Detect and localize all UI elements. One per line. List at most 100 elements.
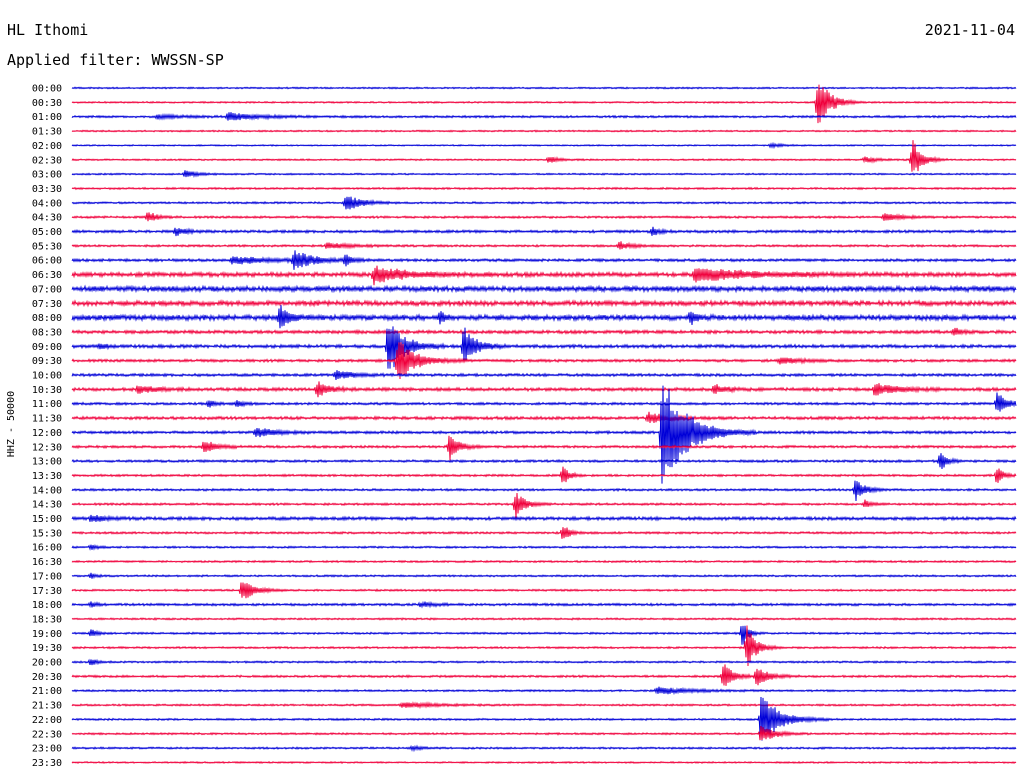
- time-tick-label: 08:00: [32, 313, 62, 324]
- trace-line: [71, 84, 1017, 124]
- trace-line: [71, 241, 1017, 250]
- trace-line: [71, 572, 1017, 580]
- time-tick-label: 09:00: [32, 342, 62, 353]
- trace-line: [71, 226, 1017, 237]
- trace-line: [71, 265, 1017, 286]
- time-tick-label: 21:30: [32, 701, 62, 712]
- time-tick-label: 13:30: [32, 471, 62, 482]
- trace-line: [71, 453, 1017, 470]
- trace-line: [71, 327, 1017, 336]
- time-tick-label: 19:00: [32, 629, 62, 640]
- time-tick-label: 12:00: [32, 428, 62, 439]
- time-tick-label: 06:30: [32, 270, 62, 281]
- trace-line: [71, 411, 1017, 424]
- trace-line: [71, 559, 1017, 564]
- time-tick-label: 07:30: [32, 299, 62, 310]
- time-tick-label: 17:30: [32, 586, 62, 597]
- trace-line: [71, 658, 1017, 666]
- trace-line: [71, 744, 1017, 753]
- time-tick-label: 16:30: [32, 557, 62, 568]
- time-tick-label: 18:00: [32, 600, 62, 611]
- trace-line: [71, 392, 1017, 412]
- date-label: 2021-11-04: [924, 21, 1015, 39]
- trace-line: [71, 141, 1017, 150]
- time-tick-label: 02:00: [32, 141, 62, 152]
- time-tick-label: 03:30: [32, 184, 62, 195]
- trace-line: [71, 385, 1017, 484]
- trace-line: [71, 342, 1017, 380]
- trace-line: [71, 196, 1017, 210]
- time-tick-label: 10:30: [32, 385, 62, 396]
- trace-line: [71, 466, 1017, 483]
- trace-group: [71, 84, 1017, 765]
- trace-line: [71, 686, 1017, 696]
- trace-line: [71, 480, 1017, 501]
- time-tick-label: 14:00: [32, 485, 62, 496]
- trace-line: [71, 298, 1017, 308]
- trace-line: [71, 527, 1017, 539]
- trace-line: [71, 305, 1017, 329]
- tick-label-group: 00:00 00:30 01:00 01:30 02:00 02:30 03:00 03:30…: [32, 84, 62, 769]
- time-tick-label: 05:00: [32, 227, 62, 238]
- time-tick-label: 00:30: [32, 98, 62, 109]
- time-tick-label: 03:00: [32, 170, 62, 181]
- trace-line: [71, 725, 1017, 741]
- time-tick-label: 04:00: [32, 198, 62, 209]
- time-tick-label: 07:00: [32, 284, 62, 295]
- time-tick-label: 15:30: [32, 528, 62, 539]
- time-tick-label: 02:30: [32, 155, 62, 166]
- time-tick-label: 16:00: [32, 543, 62, 554]
- trace-line: [71, 112, 1017, 121]
- time-tick-label: 15:00: [32, 514, 62, 525]
- trace-line: [71, 170, 1017, 178]
- trace-line: [71, 664, 1017, 686]
- trace-line: [71, 701, 1017, 710]
- time-tick-label: 23:00: [32, 744, 62, 755]
- trace-line: [71, 250, 1017, 270]
- time-tick-label: 11:30: [32, 414, 62, 425]
- time-tick-label: 11:00: [32, 399, 62, 410]
- time-tick-label: 14:30: [32, 500, 62, 511]
- time-tick-label: 10:00: [32, 371, 62, 382]
- time-tick-label: 00:00: [32, 84, 62, 95]
- time-tick-label: 09:30: [32, 356, 62, 367]
- time-tick-label: 20:00: [32, 658, 62, 669]
- trace-line: [71, 625, 1017, 667]
- trace-line: [71, 617, 1017, 621]
- trace-line: [71, 140, 1017, 172]
- time-tick-label: 19:30: [32, 643, 62, 654]
- time-tick-label: 21:00: [32, 686, 62, 697]
- time-tick-label: 06:00: [32, 256, 62, 267]
- filter-label: Applied filter: WWSSN-SP: [7, 51, 224, 69]
- y-axis-label: HHZ - 50000: [6, 391, 17, 457]
- station-title: HL Ithomi: [7, 21, 89, 39]
- time-tick-label: 04:30: [32, 213, 62, 224]
- time-tick-label: 05:30: [32, 241, 62, 252]
- trace-line: [71, 86, 1017, 90]
- time-tick-label: 20:30: [32, 672, 62, 683]
- time-tick-label: 22:30: [32, 729, 62, 740]
- time-tick-label: 01:00: [32, 112, 62, 123]
- trace-line: [71, 514, 1017, 523]
- time-tick-label: 17:00: [32, 571, 62, 582]
- trace-line: [71, 284, 1017, 294]
- time-tick-label: 23:30: [32, 758, 62, 769]
- trace-line: [71, 696, 1017, 741]
- time-tick-label: 18:30: [32, 614, 62, 625]
- trace-line: [71, 370, 1017, 381]
- time-tick-label: 12:30: [32, 442, 62, 453]
- trace-line: [71, 582, 1017, 599]
- trace-line: [71, 129, 1017, 133]
- trace-line: [71, 760, 1017, 765]
- trace-line: [71, 600, 1017, 609]
- time-tick-label: 13:00: [32, 457, 62, 468]
- trace-line: [71, 186, 1017, 191]
- trace-line: [71, 212, 1017, 222]
- time-tick-label: 01:30: [32, 127, 62, 138]
- trace-line: [71, 544, 1017, 551]
- trace-line: [71, 435, 1017, 461]
- trace-line: [71, 492, 1017, 518]
- trace-line: [71, 326, 1017, 369]
- time-tick-label: 22:00: [32, 715, 62, 726]
